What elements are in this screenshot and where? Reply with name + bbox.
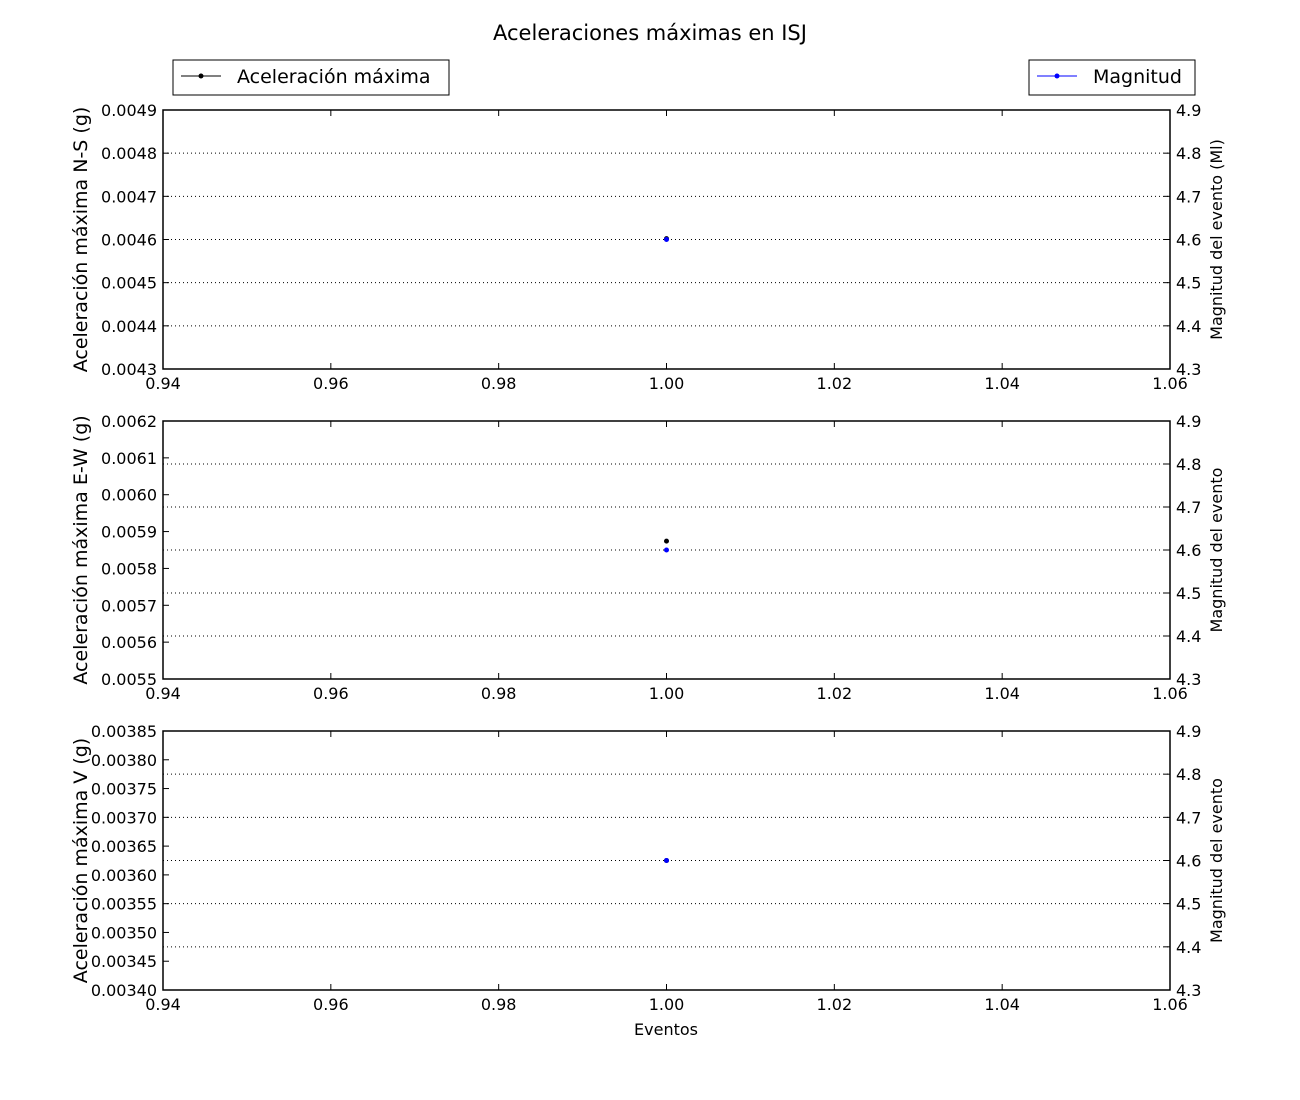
y-axis-label: Aceleración máxima E-W (g) — [70, 415, 92, 684]
y-tick-label: 0.0047 — [101, 187, 157, 206]
y2-tick-label: 4.5 — [1176, 895, 1201, 914]
y2-tick-label: 4.6 — [1176, 541, 1201, 560]
subplot-2: 0.0055 0.0056 0.0057 0.0058 0.0059 0.0060 0.00… — [70, 412, 1226, 703]
x-tick-label: 1.02 — [817, 374, 853, 393]
legend-left-box — [172, 59, 450, 96]
x-tick-label: 0.96 — [313, 374, 349, 393]
y-tick-label: 0.0058 — [101, 559, 157, 578]
x-tick-label: 0.98 — [481, 684, 517, 703]
y-tick-label: 0.0059 — [101, 523, 157, 542]
x-tick-label: 1.06 — [1152, 995, 1188, 1014]
y2-axis-label: Magnitud del evento — [1207, 468, 1226, 633]
legend-left-marker — [198, 73, 204, 79]
x-tick-label: 1.02 — [817, 995, 853, 1014]
y2-tick-label: 4.9 — [1176, 101, 1201, 120]
x-tick-label: 1.06 — [1152, 684, 1188, 703]
y-axis-label: Aceleración máxima N-S (g) — [70, 107, 92, 373]
y2-tick-label: 4.4 — [1176, 317, 1201, 336]
y-tick-label: 0.0043 — [101, 360, 157, 379]
legend-right: Magnitud — [1028, 59, 1196, 96]
legend-left-label: Aceleración máxima — [237, 66, 430, 88]
y-tick-label: 0.0055 — [101, 670, 157, 689]
x-tick-label: 0.94 — [145, 684, 181, 703]
y2-tick-label: 4.8 — [1176, 144, 1201, 163]
x-tick-label: 0.94 — [145, 995, 181, 1014]
x-tick-label: 1.00 — [649, 374, 685, 393]
x-tick-label: 0.96 — [313, 684, 349, 703]
y2-tick-label: 4.3 — [1176, 981, 1201, 1000]
subplots: 0.0043 0.0044 0.0045 0.0046 0.0047 0.0048 0.00… — [70, 101, 1226, 1014]
y-tick-label: 0.0046 — [101, 231, 157, 250]
y2-tick-label: 4.6 — [1176, 852, 1201, 871]
y2-tick-label: 4.9 — [1176, 412, 1201, 431]
y2-tick-label: 4.5 — [1176, 274, 1201, 293]
y2-tick-label: 4.3 — [1176, 670, 1201, 689]
magnitude-point — [664, 547, 669, 553]
x-tick-label: 0.94 — [145, 374, 181, 393]
y-tick-label: 0.0060 — [101, 486, 157, 505]
x-tick-label: 0.98 — [481, 374, 517, 393]
figure-title: Aceleraciones máximas en ISJ — [493, 21, 807, 45]
y-tick-label: 0.00385 — [91, 722, 157, 741]
y-tick-label: 0.0049 — [101, 101, 157, 120]
y-tick-label: 0.00375 — [91, 780, 157, 799]
y-tick-label: 0.0061 — [101, 449, 157, 468]
y-tick-label: 0.00345 — [91, 952, 157, 971]
y-tick-label: 0.0045 — [101, 274, 157, 293]
x-tick-label: 1.00 — [649, 684, 685, 703]
y2-tick-label: 4.7 — [1176, 498, 1201, 517]
x-tick-label: 1.04 — [984, 995, 1020, 1014]
y2-axis-label: Magnitud del evento (Ml) — [1207, 139, 1226, 340]
magnitude-point — [664, 237, 669, 242]
subplot-3: 0.00340 0.00345 0.00350 0.00355 0.00360 0.003… — [70, 722, 1226, 1014]
y2-tick-label: 4.7 — [1176, 187, 1201, 206]
y-tick-label: 0.00350 — [91, 923, 157, 942]
y-tick-label: 0.0062 — [101, 412, 157, 431]
subplot-1: 0.0043 0.0044 0.0045 0.0046 0.0047 0.0048 0.00… — [70, 101, 1226, 393]
x-tick-label: 1.06 — [1152, 374, 1188, 393]
y-tick-label: 0.00340 — [91, 981, 157, 1000]
x-axis-label: Eventos — [634, 1020, 698, 1039]
y-tick-label: 0.00365 — [91, 837, 157, 856]
y2-tick-label: 4.8 — [1176, 455, 1201, 474]
y2-tick-label: 4.9 — [1176, 722, 1201, 741]
x-tick-label: 0.96 — [313, 995, 349, 1014]
y2-tick-label: 4.4 — [1176, 938, 1201, 957]
legend-right-label: Magnitud — [1093, 66, 1182, 88]
legend-left: Aceleración máxima — [172, 59, 450, 96]
y-tick-label: 0.00360 — [91, 866, 157, 885]
y2-tick-label: 4.3 — [1176, 360, 1201, 379]
x-tick-label: 1.04 — [984, 374, 1020, 393]
x-tick-label: 1.04 — [984, 684, 1020, 703]
x-tick-label: 0.98 — [481, 995, 517, 1014]
x-tick-label: 1.02 — [817, 684, 853, 703]
y2-tick-label: 4.7 — [1176, 808, 1201, 827]
y-tick-label: 0.00370 — [91, 808, 157, 827]
y-tick-label: 0.0044 — [101, 317, 157, 336]
y2-tick-label: 4.6 — [1176, 231, 1201, 250]
y2-tick-label: 4.5 — [1176, 584, 1201, 603]
y-tick-label: 0.0056 — [101, 633, 157, 652]
y2-axis-label: Magnitud del evento — [1207, 778, 1226, 943]
y-tick-label: 0.0057 — [101, 596, 157, 615]
y-axis-label: Aceleración máxima V (g) — [70, 738, 92, 983]
y-tick-label: 0.0048 — [101, 144, 157, 163]
acceleration-point — [664, 538, 669, 544]
legend-right-marker — [1054, 73, 1060, 79]
y-tick-label: 0.00355 — [91, 895, 157, 914]
y2-tick-label: 4.8 — [1176, 765, 1201, 784]
x-tick-label: 1.00 — [649, 995, 685, 1014]
magnitude-point — [664, 858, 669, 863]
y2-tick-label: 4.4 — [1176, 627, 1201, 646]
y-tick-label: 0.00380 — [91, 751, 157, 770]
